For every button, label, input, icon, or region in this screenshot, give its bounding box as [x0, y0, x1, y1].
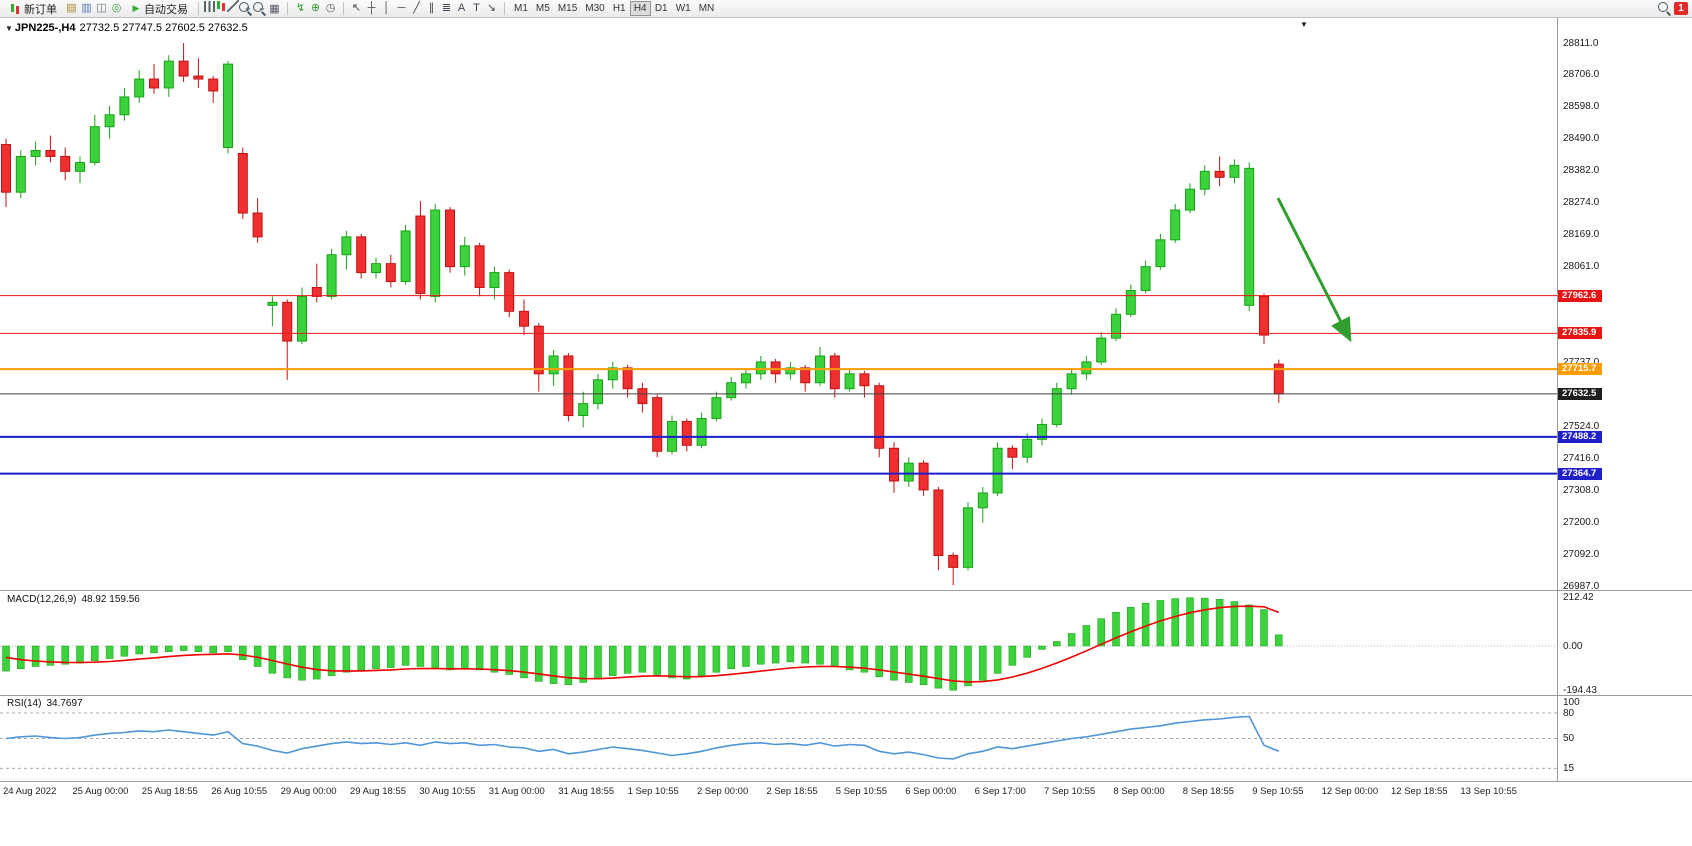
rsi-line [5, 715, 1280, 760]
market-watch-icon[interactable]: ◫ [96, 2, 107, 14]
ohlc-values: 27732.5 27747.5 27602.5 27632.5 [79, 22, 248, 34]
macd-signal-line [5, 605, 1280, 683]
trendline-icon[interactable]: ╱ [413, 2, 420, 14]
macd-histogram [2, 597, 1283, 691]
new-order-label: 新订单 [24, 3, 57, 16]
new-chart-icon[interactable]: ▤ [66, 2, 77, 14]
rsi-value: 34.7697 [46, 698, 83, 709]
macd-values: 48.92 159.56 [81, 594, 140, 605]
profiles-icon[interactable]: ▥ [81, 2, 92, 14]
timeframe-m5[interactable]: M5 [532, 1, 554, 16]
timeframe-h1[interactable]: H1 [609, 1, 630, 16]
collapse-icon[interactable] [5, 24, 13, 33]
fibonacci-icon[interactable]: ≣ [441, 2, 452, 14]
refresh-icon[interactable]: ◎ [111, 2, 122, 14]
new-order-button[interactable]: 新订单 [4, 1, 62, 17]
add-indicator-icon[interactable]: ⊕ [310, 2, 321, 14]
trend-arrow[interactable] [1276, 197, 1352, 343]
arrows-icon[interactable]: ↘ [486, 2, 497, 14]
label-icon[interactable]: T [473, 2, 480, 14]
autotrading-label: 自动交易 [144, 3, 188, 16]
toolbar: 新订单 ▤ ▥ ◫ ◎ ▶ 自动交易 + − ▦ ↯ ⊕ ◷ ↖ ┼ │ ─ ╱ ∥ ≣ A T ↘ M1 M5 M… [0, 0, 1692, 18]
toolbar-separator [198, 2, 199, 15]
timeframe-h4[interactable]: H4 [629, 1, 651, 16]
indicators-icon[interactable]: ↯ [295, 2, 306, 14]
line-chart-icon[interactable] [227, 0, 239, 12]
toolbar-separator [343, 2, 344, 15]
timeframe-d1[interactable]: D1 [651, 1, 672, 16]
rsi-label: RSI(14) 34.7697 [7, 698, 83, 709]
horizontal-lines [0, 295, 1557, 475]
new-order-icon [9, 3, 21, 15]
zoom-out-icon[interactable]: − [253, 2, 267, 16]
zoom-in-icon[interactable]: + [239, 2, 253, 16]
bar-chart-icon[interactable] [204, 1, 215, 12]
crosshair-icon[interactable]: ┼ [367, 2, 376, 14]
rsi-name: RSI(14) [7, 698, 42, 709]
symbol-timeframe: JPN225-,H4 [14, 22, 76, 34]
macd-label: MACD(12,26,9) 48.92 159.56 [7, 594, 140, 605]
timeframe-w1[interactable]: W1 [672, 1, 695, 16]
timeframe-m1[interactable]: M1 [510, 1, 532, 16]
toolbar-separator [504, 2, 505, 15]
notification-badge[interactable]: 1 [1674, 2, 1688, 15]
vline-icon[interactable]: │ [383, 2, 390, 14]
channel-icon[interactable]: ∥ [428, 2, 435, 14]
chart-shift-marker[interactable] [1300, 20, 1308, 29]
candle-chart-icon[interactable] [215, 0, 227, 12]
timeframe-mn[interactable]: MN [695, 1, 719, 16]
hline-icon[interactable]: ─ [397, 2, 406, 14]
period-icon[interactable]: ◷ [325, 2, 336, 14]
toolbar-separator [287, 2, 288, 15]
tile-windows-icon[interactable]: ▦ [269, 3, 280, 15]
cursor-icon[interactable]: ↖ [351, 2, 362, 14]
timeframe-bar: M1 M5 M15 M30 H1 H4 D1 W1 MN [510, 1, 718, 16]
autotrading-button[interactable]: ▶ 自动交易 [126, 1, 193, 17]
timeframe-m30[interactable]: M30 [581, 1, 608, 16]
macd-name: MACD(12,26,9) [7, 594, 77, 605]
timeframe-m15[interactable]: M15 [554, 1, 581, 16]
play-icon: ▶ [132, 3, 140, 13]
search-icon[interactable] [1658, 1, 1672, 16]
candlestick-series [1, 43, 1284, 586]
text-icon[interactable]: A [457, 2, 466, 14]
